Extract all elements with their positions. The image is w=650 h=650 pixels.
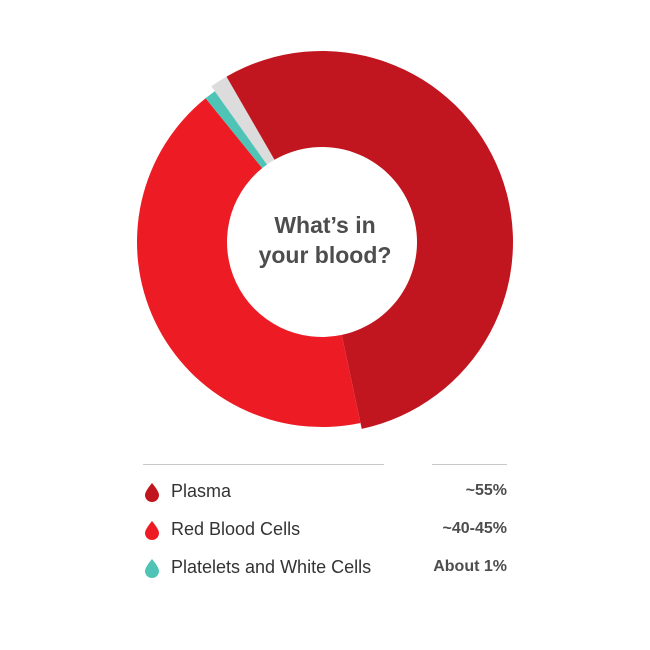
legend-divider-right (432, 464, 507, 465)
plasma-drop-icon (145, 483, 159, 502)
legend-item-plasma: Plasma ~55% (143, 478, 507, 506)
legend-divider-left (143, 464, 384, 465)
legend-label: Plasma (171, 481, 232, 501)
chart-title: What’s in your blood? (225, 210, 425, 270)
donut-chart (136, 51, 513, 429)
legend-item-platelets-and-white-cells: Platelets and White Cells About 1% (143, 554, 507, 582)
platelets-drop-icon (145, 559, 159, 578)
donut-slices (136, 51, 513, 429)
slice-red-blood-cells (136, 98, 361, 427)
red-blood-cells-drop-icon (145, 521, 159, 540)
chart-title-line-2: your blood? (258, 242, 392, 268)
slice-platelets-and-white-cells (205, 91, 267, 169)
legend-item-red-blood-cells: Red Blood Cells ~40-45% (143, 516, 507, 544)
legend-label: Platelets and White Cells (171, 557, 372, 577)
legend-value: About 1% (433, 558, 507, 575)
legend-value: ~40-45% (442, 520, 508, 537)
legend-value: ~55% (465, 482, 507, 499)
slice-remainder (211, 76, 275, 165)
slice-plasma (226, 51, 513, 429)
chart-title-line-1: What’s in (274, 212, 376, 238)
legend-label: Red Blood Cells (171, 519, 301, 539)
